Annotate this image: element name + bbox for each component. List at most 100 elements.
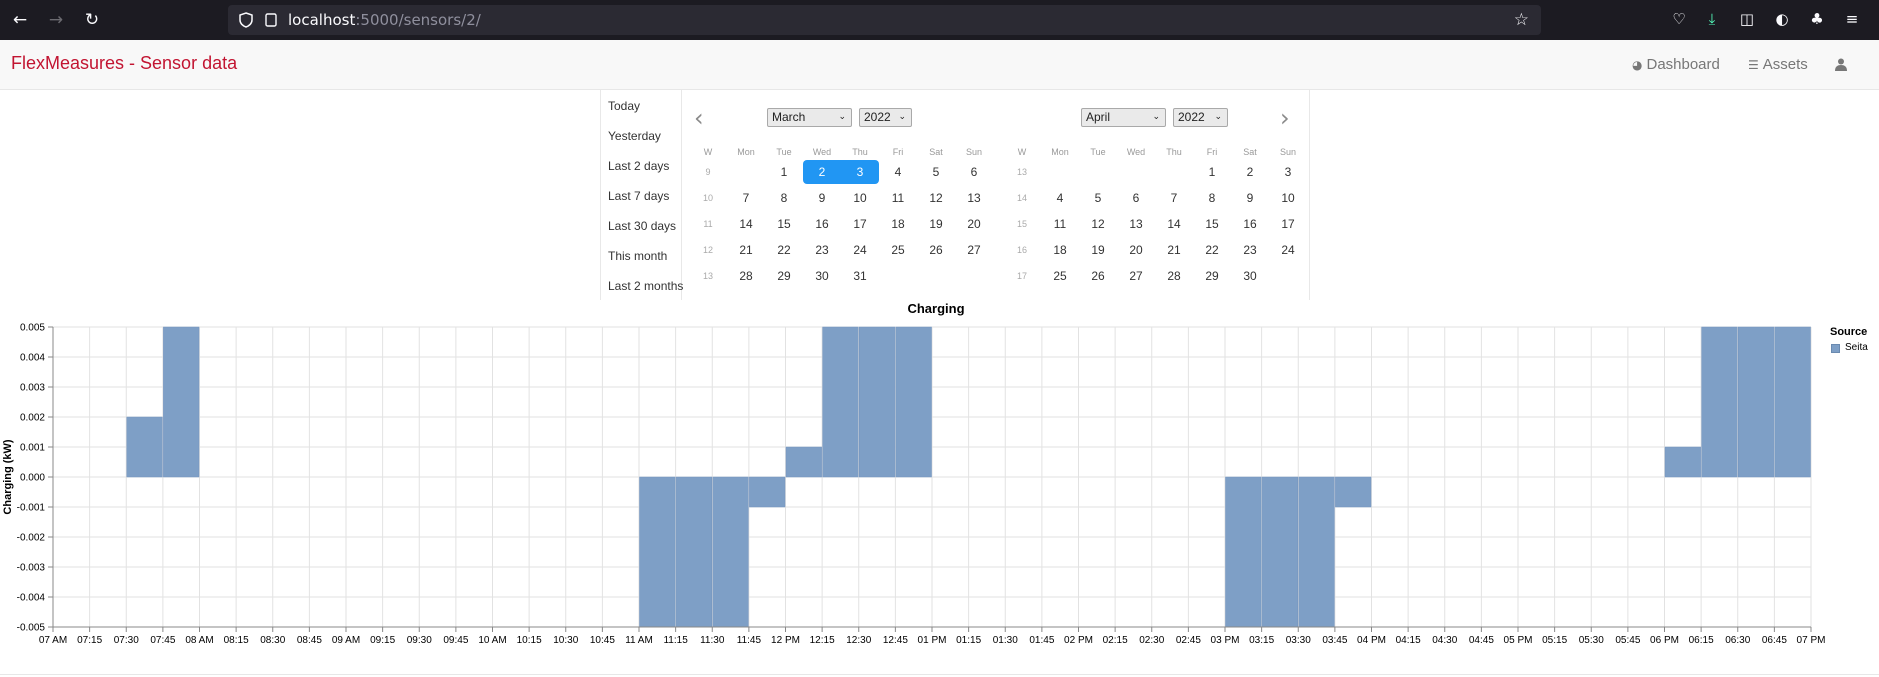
weekday-header: Fri	[1206, 147, 1218, 157]
calendar-day[interactable]: 31	[853, 269, 867, 283]
reload-icon[interactable]: ↻	[84, 10, 100, 30]
calendar-day[interactable]: 20	[1129, 243, 1143, 257]
calendar-day[interactable]: 27	[1129, 269, 1143, 283]
calendar-day[interactable]: 9	[818, 191, 826, 205]
calendar-day[interactable]: 21	[1167, 243, 1181, 257]
x-tick-label: 02:15	[1103, 635, 1128, 646]
bookmark-star-icon[interactable]: ☆	[1513, 10, 1529, 30]
calendar-day[interactable]: 22	[777, 243, 791, 257]
calendar-day[interactable]: 11	[1053, 217, 1067, 231]
calendar-day[interactable]: 18	[891, 217, 905, 231]
calendar-day[interactable]: 10	[1281, 191, 1295, 205]
menu-icon[interactable]: ≡	[1845, 10, 1859, 28]
calendar-day[interactable]: 25	[891, 243, 905, 257]
downloads-icon[interactable]: ⤓	[1708, 10, 1716, 28]
calendar-day[interactable]: 18	[1053, 243, 1067, 257]
calendar-day[interactable]: 2	[803, 160, 841, 184]
calendar-day[interactable]: 14	[739, 217, 753, 231]
calendar-day[interactable]: 2	[1246, 165, 1254, 179]
calendar-day[interactable]: 4	[894, 165, 902, 179]
range-today[interactable]: Today	[608, 99, 641, 113]
calendar-day[interactable]: 8	[780, 191, 788, 205]
calendar-day[interactable]: 16	[1243, 217, 1257, 231]
address-bar[interactable]: localhost:5000/sensors/2/ ☆	[228, 5, 1541, 35]
calendar-day[interactable]: 6	[970, 165, 978, 179]
range-last-2-days[interactable]: Last 2 days	[608, 159, 670, 173]
calendar-day[interactable]: 19	[1091, 243, 1105, 257]
calendar-day[interactable]: 29	[777, 269, 791, 283]
range-last-2-months[interactable]: Last 2 months	[608, 279, 684, 293]
calendar-day[interactable]: 12	[929, 191, 943, 205]
range-last-7-days[interactable]: Last 7 days	[608, 189, 670, 203]
calendar-day[interactable]: 30	[815, 269, 829, 283]
calendar-day[interactable]: 23	[815, 243, 829, 257]
month-select-left[interactable]: March ⌄	[767, 108, 852, 127]
calendar-day[interactable]: 23	[1243, 243, 1257, 257]
nav-assets[interactable]: ☰ Assets	[1748, 56, 1808, 73]
calendar-day[interactable]: 13	[1129, 217, 1143, 231]
range-yesterday[interactable]: Yesterday	[608, 129, 661, 143]
extension-icon[interactable]: ◐	[1775, 10, 1789, 28]
calendar-day[interactable]: 13	[967, 191, 981, 205]
calendar-day[interactable]: 15	[777, 217, 791, 231]
calendar-day[interactable]: 24	[1281, 243, 1295, 257]
calendar-day[interactable]: 22	[1205, 243, 1219, 257]
calendar-day[interactable]: 21	[739, 243, 753, 257]
nav-dashboard[interactable]: ◕ Dashboard	[1632, 56, 1720, 73]
user-icon[interactable]	[1835, 58, 1847, 71]
calendar-day[interactable]: 7	[742, 191, 750, 205]
calendar-day[interactable]: 26	[1091, 269, 1105, 283]
x-tick-label: 08:15	[224, 635, 249, 646]
calendar-day[interactable]: 3	[841, 160, 879, 184]
calendar-day[interactable]: 29	[1205, 269, 1219, 283]
calendar-day[interactable]: 11	[891, 191, 905, 205]
calendar-day[interactable]: 3	[1284, 165, 1292, 179]
calendar-day[interactable]: 17	[1281, 217, 1295, 231]
forward-icon[interactable]: →	[48, 10, 64, 30]
app-brand[interactable]: FlexMeasures - Sensor data	[11, 53, 238, 73]
calendar-day[interactable]: 19	[929, 217, 943, 231]
range-last-30-days[interactable]: Last 30 days	[608, 219, 677, 233]
calendar-day[interactable]: 1	[1208, 165, 1216, 179]
calendar-day[interactable]: 5	[932, 165, 940, 179]
month-select-right[interactable]: April ⌄	[1081, 108, 1166, 127]
next-month-icon[interactable]: ›	[1280, 104, 1290, 132]
calendar-day[interactable]: 27	[967, 243, 981, 257]
sidebar-icon[interactable]: ◫	[1739, 10, 1755, 28]
y-tick-label: 0.003	[20, 383, 45, 394]
calendar-day[interactable]: 1	[780, 165, 788, 179]
calendar-day[interactable]: 12	[1091, 217, 1105, 231]
calendar-day[interactable]: 9	[1246, 191, 1254, 205]
year-select-left[interactable]: 2022 ⌄	[859, 108, 912, 127]
extension-2-icon[interactable]: ♣	[1810, 10, 1824, 28]
calendar-day[interactable]: 17	[853, 217, 867, 231]
x-tick-label: 01:15	[956, 635, 981, 646]
bar	[1774, 326, 1811, 478]
week-number: 9	[705, 167, 711, 177]
weekday-header: W	[1017, 147, 1027, 157]
calendar-day[interactable]: 24	[853, 243, 867, 257]
calendar-day[interactable]: 8	[1208, 191, 1216, 205]
calendar-day[interactable]: 26	[929, 243, 943, 257]
calendar-day[interactable]: 20	[967, 217, 981, 231]
weekday-header: Tue	[1090, 147, 1106, 157]
calendar-day[interactable]: 25	[1053, 269, 1067, 283]
calendar-day[interactable]: 28	[1167, 269, 1181, 283]
prev-month-icon[interactable]: ‹	[694, 104, 704, 132]
y-tick-label: -0.002	[17, 533, 46, 544]
range-this-month[interactable]: This month	[608, 249, 668, 263]
calendar-day[interactable]: 16	[815, 217, 829, 231]
calendar-day[interactable]: 6	[1132, 191, 1140, 205]
year-select-right[interactable]: 2022 ⌄	[1173, 108, 1228, 127]
back-icon[interactable]: ←	[12, 10, 28, 30]
calendar-day[interactable]: 4	[1056, 191, 1064, 205]
pocket-icon[interactable]: ♡	[1672, 10, 1686, 28]
calendar-day[interactable]: 10	[853, 191, 867, 205]
calendar-day[interactable]: 28	[739, 269, 753, 283]
calendar-day[interactable]: 7	[1170, 191, 1178, 205]
calendar-day[interactable]: 30	[1243, 269, 1257, 283]
shield-icon[interactable]	[238, 12, 254, 28]
calendar-day[interactable]: 5	[1094, 191, 1102, 205]
calendar-day[interactable]: 15	[1205, 217, 1219, 231]
calendar-day[interactable]: 14	[1167, 217, 1181, 231]
